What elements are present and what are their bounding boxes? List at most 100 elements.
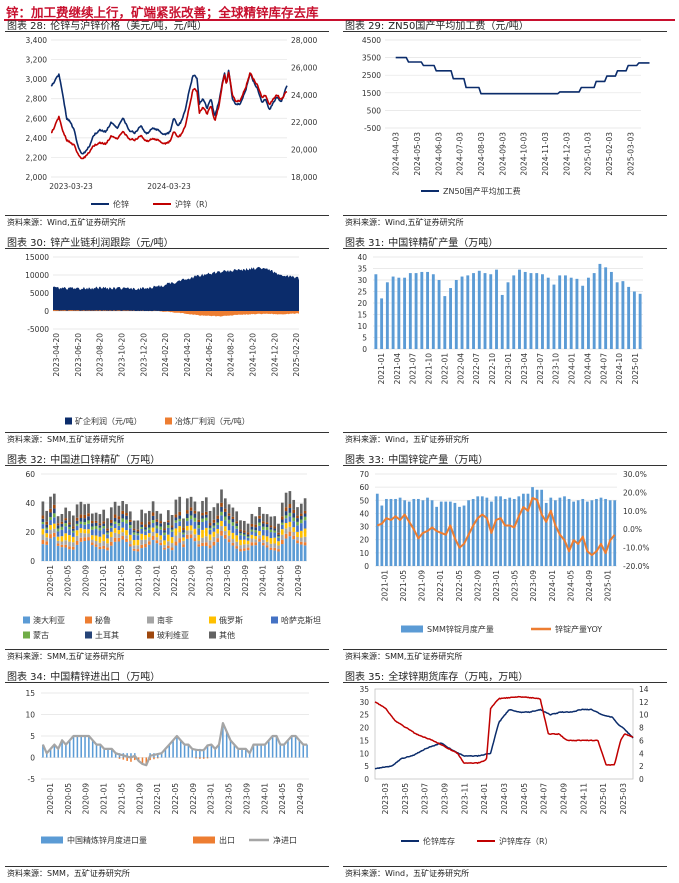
ingot-output-bar bbox=[458, 506, 461, 566]
import-bar-segment bbox=[166, 522, 170, 526]
import-bar-segment bbox=[299, 537, 303, 542]
mine-output-bar bbox=[426, 271, 430, 349]
import-bar-segment bbox=[64, 533, 68, 541]
mine-output-bar bbox=[420, 271, 424, 349]
mine-output-bar bbox=[609, 271, 613, 349]
import-bar bbox=[245, 748, 247, 758]
legend-label: 秘鲁 bbox=[95, 615, 111, 625]
chart-panel-futures-stock: 图表 35: 全球锌期货库存（万吨，万吨） 资料来源：Wind，五矿证券研究所 35 3… bbox=[341, 668, 669, 879]
ingot-output-bar bbox=[572, 501, 575, 566]
import-bar-segment bbox=[102, 548, 106, 561]
import-bar-segment bbox=[144, 547, 147, 561]
y-tick-label: 10 bbox=[359, 749, 369, 758]
import-bar-segment bbox=[303, 510, 307, 514]
import-bar-segment bbox=[258, 541, 261, 561]
import-bar-segment bbox=[128, 540, 132, 545]
import-bar-segment bbox=[299, 530, 303, 538]
x-tick-label: 2025-01 bbox=[599, 783, 608, 815]
import-bar-segment bbox=[296, 521, 299, 526]
x-tick-label: 2021-05 bbox=[399, 570, 408, 602]
import-bar-segment bbox=[41, 528, 45, 535]
import-bar-segment bbox=[216, 503, 220, 516]
mine-output-bar bbox=[495, 269, 498, 349]
x-tick-label: 2023-09 bbox=[440, 783, 449, 815]
chart-title: 图表 34: 中国精锌进出口（万吨） bbox=[7, 668, 160, 683]
chart-title-text: ZN50国产平均加工费（元/吨） bbox=[388, 21, 529, 32]
import-bar-segment bbox=[60, 521, 64, 524]
import-bar-segment bbox=[75, 523, 79, 526]
legend-swatch bbox=[41, 836, 63, 844]
y2-tick-label: 22,000 bbox=[291, 118, 317, 127]
legend-label: 伦锌 bbox=[113, 199, 129, 209]
import-bar-segment bbox=[216, 528, 220, 534]
x-tick-label: 2024-09-03 bbox=[498, 132, 507, 176]
import-bar bbox=[279, 744, 282, 758]
import-bar-segment bbox=[151, 535, 155, 540]
import-bar-segment bbox=[216, 542, 220, 561]
source-rule bbox=[343, 432, 667, 433]
import-bar-segment bbox=[113, 541, 117, 561]
ingot-output-bar bbox=[407, 501, 411, 566]
mine-output-bar bbox=[529, 273, 533, 349]
import-bar-segment bbox=[250, 534, 254, 539]
import-bar-segment bbox=[166, 545, 170, 549]
y2-tick-label: 20.0% bbox=[623, 488, 647, 497]
import-bar bbox=[187, 744, 190, 758]
x-tick-label: 2022-05 bbox=[171, 783, 180, 815]
legend-label: SMM锌锭月度产量 bbox=[427, 624, 494, 634]
export-bar bbox=[153, 757, 155, 760]
chart-panel-zinc-price: 图表 28: 伦锌与沪锌价格（美元/吨，元/吨） 资料来源：Wind,五矿证券研究所… bbox=[3, 17, 331, 228]
import-bar-segment bbox=[98, 542, 102, 547]
import-bar-segment bbox=[292, 517, 296, 522]
import-bar-segment bbox=[45, 529, 49, 534]
import-bar bbox=[210, 744, 213, 758]
import-bar-segment bbox=[170, 531, 174, 538]
import-bar-segment bbox=[239, 529, 242, 532]
import-bar-segment bbox=[64, 520, 68, 524]
import-bar-segment bbox=[49, 496, 52, 509]
source-note: 资料来源：Wind,五矿证券研究所 bbox=[345, 218, 464, 227]
import-bar-segment bbox=[151, 520, 155, 523]
mine-output-bar bbox=[397, 277, 401, 349]
x-tick-label: 2023-03-23 bbox=[49, 182, 93, 191]
legend-label: 其他 bbox=[219, 630, 235, 640]
import-bar-segment bbox=[79, 537, 83, 542]
import-bar-segment bbox=[235, 521, 239, 524]
import-bar-segment bbox=[128, 521, 132, 526]
ingot-output-bar bbox=[590, 500, 594, 566]
y-tick-label: -500 bbox=[364, 124, 381, 133]
legend-swatch bbox=[23, 631, 30, 639]
import-bar-segment bbox=[87, 516, 90, 521]
import-bar-segment bbox=[166, 520, 170, 523]
x-tick-label: 2023-01 bbox=[207, 783, 216, 815]
import-bar-segment bbox=[147, 533, 151, 538]
mine-output-bar bbox=[477, 270, 481, 349]
import-bar bbox=[45, 753, 48, 758]
header-rule bbox=[4, 19, 675, 21]
import-bar-segment bbox=[132, 528, 136, 531]
x-tick-label: 2024-02-20 bbox=[161, 333, 170, 377]
y2-tick-label: 30.0% bbox=[623, 470, 647, 479]
x-tick-label: 2024-05 bbox=[520, 783, 529, 815]
import-bar-segment bbox=[185, 517, 189, 522]
import-bar bbox=[130, 753, 132, 758]
ingot-output-bar bbox=[499, 496, 502, 566]
import-bar-segment bbox=[185, 534, 189, 539]
import-bar-segment bbox=[277, 532, 280, 535]
import-bar-segment bbox=[87, 513, 90, 517]
import-bar-segment bbox=[170, 529, 174, 532]
legend-swatch bbox=[193, 836, 215, 844]
import-bar-segment bbox=[284, 518, 288, 523]
import-bar-segment bbox=[98, 525, 102, 528]
import-bar-segment bbox=[201, 512, 204, 516]
import-bar-segment bbox=[163, 535, 166, 541]
import-bar bbox=[218, 744, 220, 758]
chart-title-text: 中国进口锌精矿（万吨） bbox=[50, 455, 161, 466]
import-bar-segment bbox=[170, 514, 174, 526]
import-bar-segment bbox=[163, 544, 166, 548]
chart-svg: 15 10 5 0 -5 2020-01 2020-05 2020-09 2021-01 2021… bbox=[25, 689, 309, 845]
import-bar-segment bbox=[216, 538, 220, 543]
import-bar-segment bbox=[254, 542, 258, 546]
import-bar-segment bbox=[166, 534, 170, 542]
import-bar bbox=[256, 744, 259, 758]
